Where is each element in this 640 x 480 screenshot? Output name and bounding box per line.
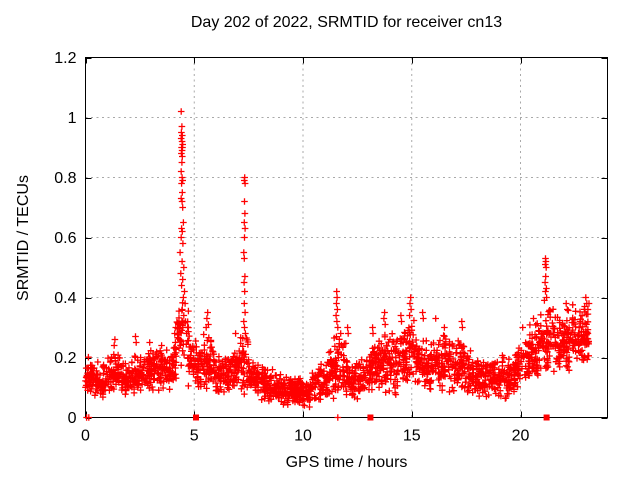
x-tick-label-0: 0 xyxy=(81,428,90,445)
plot-border xyxy=(85,57,608,418)
y-tick-label-1: 1 xyxy=(68,110,77,127)
y-tick-labels: 0 0.2 0.4 0.6 0.8 1 1.2 xyxy=(54,50,76,427)
y-tick-label-0.8: 0.8 xyxy=(54,170,76,187)
y-tick-label-0.4: 0.4 xyxy=(54,290,76,307)
y-tick-label-0.2: 0.2 xyxy=(54,350,76,367)
x-tick-label-5: 5 xyxy=(190,428,199,445)
zero-cluster-square xyxy=(543,414,550,421)
y-tick-label-0: 0 xyxy=(68,410,77,427)
y-tick-label-1.2: 1.2 xyxy=(54,50,76,67)
x-tick-label-10: 10 xyxy=(294,428,312,445)
chart-title: Day 202 of 2022, SRMTID for receiver cn1… xyxy=(190,14,503,31)
x-tick-label-20: 20 xyxy=(512,428,530,445)
zero-cluster-square xyxy=(367,414,374,421)
srmtid-plus-markers xyxy=(82,108,593,421)
x-tick-labels: 0 5 10 15 20 xyxy=(81,428,529,445)
zero-cluster-square xyxy=(192,414,199,421)
scatter-points xyxy=(82,108,593,421)
tick-marks xyxy=(85,57,608,419)
x-tick-label-15: 15 xyxy=(403,428,421,445)
y-tick-label-0.6: 0.6 xyxy=(54,230,76,247)
x-axis-label: GPS time / hours xyxy=(285,454,408,471)
